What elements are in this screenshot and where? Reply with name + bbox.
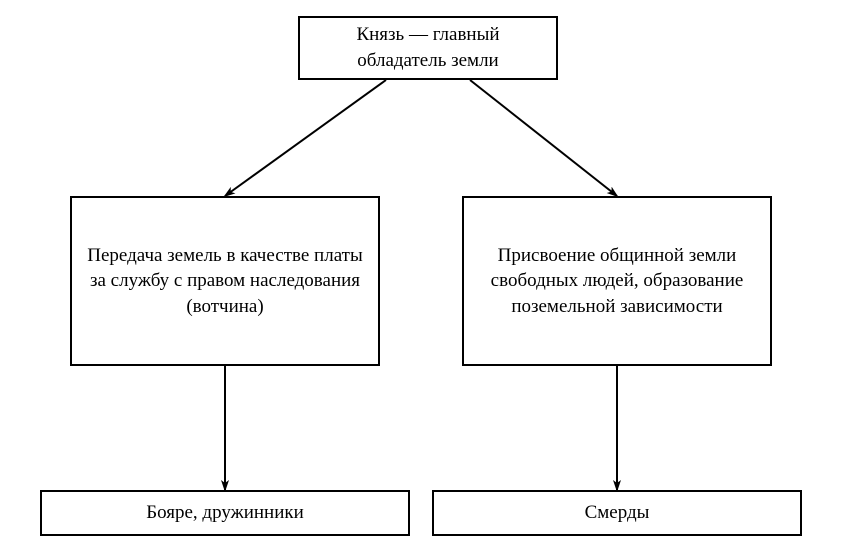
node-left_leaf-label: Бояре, дружинники (146, 500, 304, 526)
node-root: Князь — главный обладатель земли (298, 16, 558, 80)
node-right_leaf-label: Смерды (585, 500, 650, 526)
node-left_mid-label: Передача земель в качестве платы за служ… (84, 243, 366, 320)
node-root-label: Князь — главный обладатель земли (312, 22, 544, 73)
edge-root-to-left_mid (225, 80, 386, 196)
node-left_leaf: Бояре, дружинники (40, 490, 410, 536)
node-left_mid: Передача земель в качестве платы за служ… (70, 196, 380, 366)
edge-root-to-right_mid (470, 80, 617, 196)
node-right_mid-label: Присвоение общинной земли свободных люде… (476, 243, 758, 320)
node-right_mid: Присвоение общинной земли свободных люде… (462, 196, 772, 366)
node-right_leaf: Смерды (432, 490, 802, 536)
